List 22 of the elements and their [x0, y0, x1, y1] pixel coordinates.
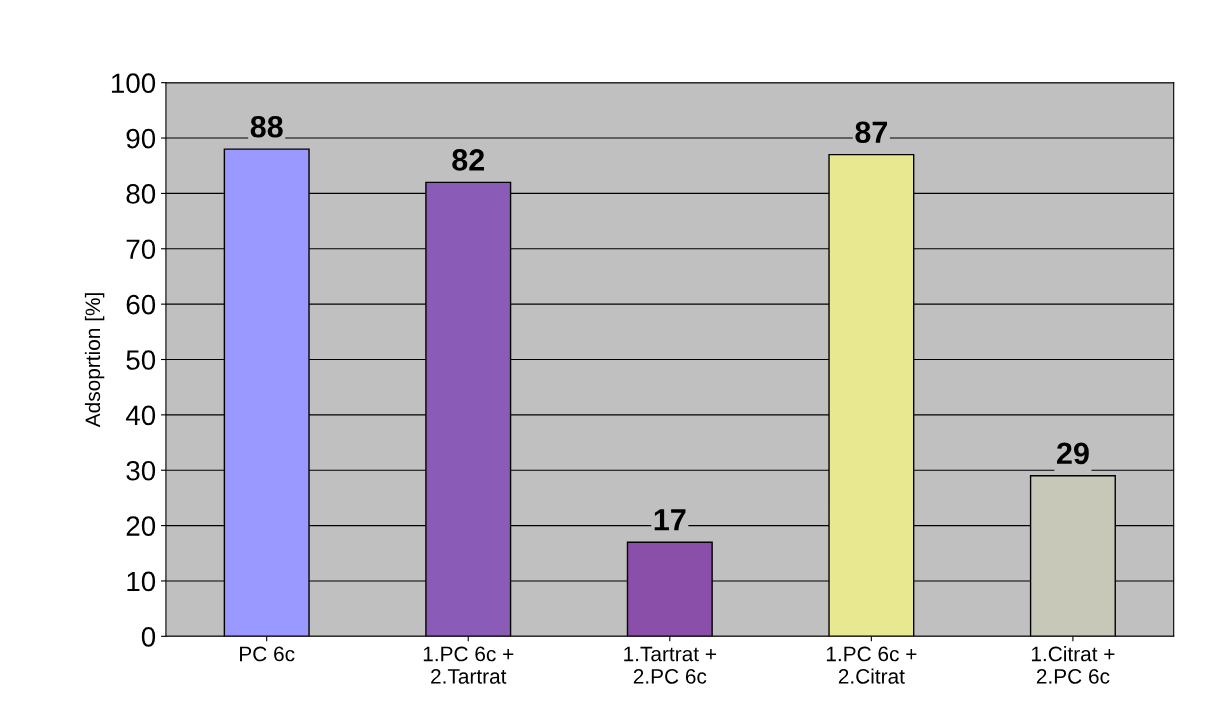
data-label: 87	[855, 121, 888, 144]
y-tick-label: 60	[126, 294, 156, 315]
x-tick-label: PC 6c	[240, 646, 295, 662]
data-label: 17	[654, 509, 686, 531]
y-tick-label: 70	[126, 239, 156, 260]
x-tick-label: 1.PC 6c + 2.Citrat	[826, 646, 917, 684]
y-tick-label: 20	[126, 516, 156, 536]
data-label: 88	[250, 115, 283, 138]
y-tick-label: 0	[141, 626, 156, 647]
y-tick-label: 100	[111, 73, 156, 94]
data-label: 82	[452, 149, 485, 171]
x-tick-label: 1.PC 6c + 2.Tartrat	[423, 646, 514, 684]
y-tick-label: 90	[126, 128, 156, 149]
y-tick-label: 50	[126, 350, 156, 370]
y-tick-label: 10	[127, 571, 156, 592]
y-axis-title: Adsoprtion [%]	[84, 293, 105, 428]
y-tick-label: 40	[125, 405, 156, 426]
y-tick-label: 80	[126, 184, 156, 204]
data-label: 29	[1056, 442, 1089, 465]
y-tick-label: 30	[126, 460, 156, 481]
x-tick-label: 1.Citrat + 2.PC 6c	[1031, 646, 1115, 684]
x-tick-label: 1.Tartrat + 2.PC 6c	[624, 646, 716, 684]
